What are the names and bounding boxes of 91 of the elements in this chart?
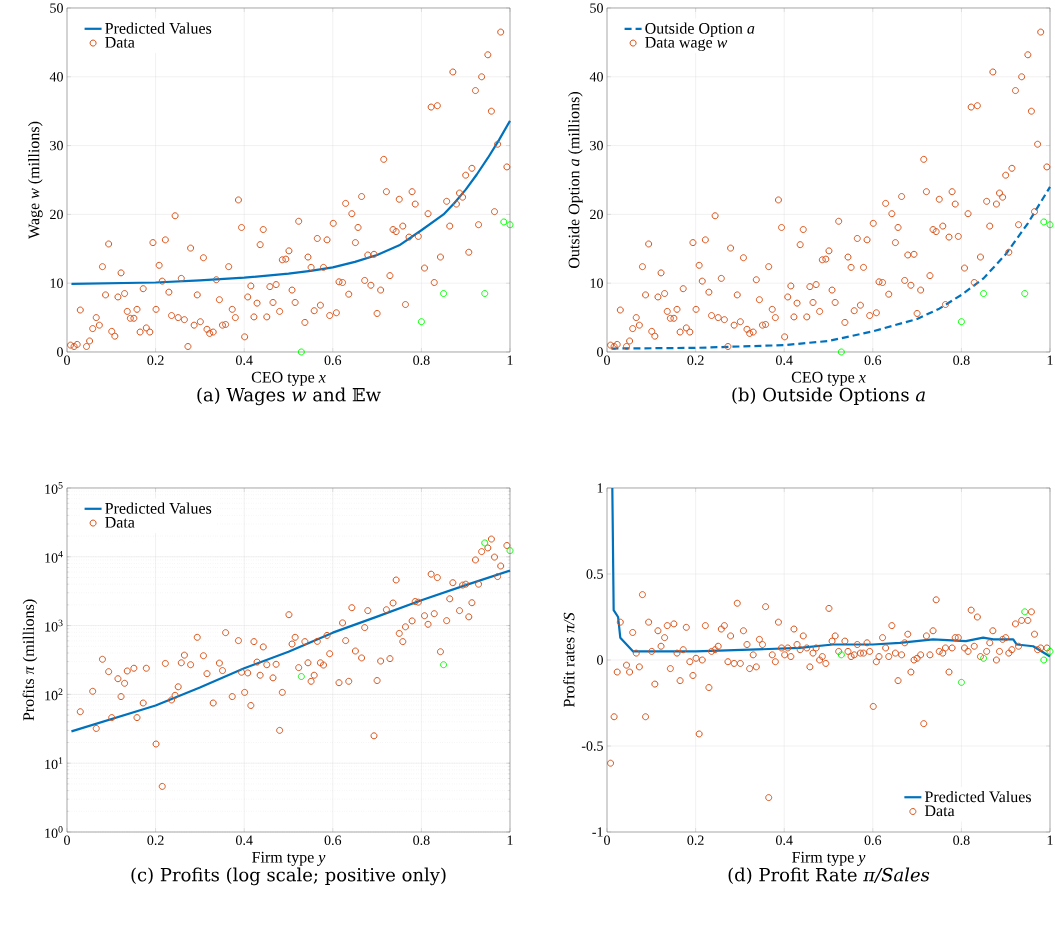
x-tick-label: 0.4 xyxy=(235,355,253,366)
y-tick-label: 10 xyxy=(590,278,603,288)
y-tick-label: 30 xyxy=(50,140,63,151)
legend-label: Outside Option a xyxy=(645,22,755,38)
text: (b) Outside Options a xyxy=(732,387,925,405)
text: (c) Profits (log scale; positive only) xyxy=(131,867,446,886)
y-tick-label: 10$^{2}$ xyxy=(45,688,63,701)
y-tick-label: 0 xyxy=(597,347,603,357)
x-tick-label: 0.6 xyxy=(324,835,342,846)
point xyxy=(957,318,965,326)
point xyxy=(1040,656,1048,664)
x-tick-label: 1 xyxy=(1047,355,1053,365)
y-tick-label: 0 xyxy=(597,655,603,665)
x-tick-label: 0 xyxy=(64,835,70,845)
x-tick-label: 1 xyxy=(507,835,513,845)
x-axis-title: CEO type x xyxy=(791,371,866,386)
point xyxy=(417,318,425,326)
legend-label: Data xyxy=(105,37,135,48)
x-tick-label: 0.8 xyxy=(953,835,970,846)
point xyxy=(297,673,305,681)
legend-label: Data wage w xyxy=(645,37,728,52)
line-series xyxy=(70,569,512,733)
point xyxy=(506,221,514,229)
point xyxy=(837,348,845,356)
y-tick-label: 20 xyxy=(590,209,603,220)
y-tick-label: -0.5 xyxy=(581,741,603,751)
x-axis-title: Firm type y xyxy=(792,851,866,866)
x-tick-label: 0.2 xyxy=(147,355,164,366)
x-tick-label: 0 xyxy=(604,355,610,365)
point xyxy=(957,678,965,686)
x-tick-label: 0.2 xyxy=(687,355,704,366)
legend-label: Predicted Values xyxy=(105,502,212,514)
y-tick-label: 1 xyxy=(597,483,603,493)
y-tick-label: 10$^{5}$ xyxy=(45,482,63,494)
x-tick-label: 1 xyxy=(507,355,513,365)
x-tick-label: 0.8 xyxy=(953,355,970,366)
text: (d) Profit Rate π/Sales xyxy=(728,867,930,885)
x-tick-label: 0.2 xyxy=(147,835,164,846)
x-tick-label: 0.6 xyxy=(324,355,342,366)
y-tick-label: 0.5 xyxy=(586,569,603,579)
line-series xyxy=(610,185,1052,350)
point xyxy=(440,290,448,298)
x-tick-label: 0.6 xyxy=(864,355,882,366)
x-tick-label: 0 xyxy=(604,835,610,845)
x-tick-label: 0.8 xyxy=(413,835,430,846)
y-tick-label: 0 xyxy=(57,347,63,357)
y-axis-title: Wage w (millions) xyxy=(28,121,43,239)
point xyxy=(481,290,489,298)
y-axis-title: Outside Option a (millions) xyxy=(568,92,583,268)
y-tick-label: -1 xyxy=(592,827,603,837)
y-tick-label: 10$^{1}$ xyxy=(45,757,63,770)
point xyxy=(500,218,508,226)
y-tick-label: 50 xyxy=(590,3,603,13)
legend-label: Data xyxy=(924,805,955,817)
point xyxy=(481,539,489,547)
x-tick-label: 0.8 xyxy=(413,355,430,366)
point xyxy=(506,547,514,555)
y-tick-label: 10$^{0}$ xyxy=(45,826,63,838)
point xyxy=(1021,290,1029,298)
point xyxy=(440,661,448,669)
y-tick-label: 10$^{3}$ xyxy=(45,619,63,632)
legend-label: Predicted Values xyxy=(105,22,212,34)
x-tick-label: 0.2 xyxy=(687,835,704,846)
x-tick-label: 0.6 xyxy=(864,835,882,846)
legend-label: Data xyxy=(105,517,135,528)
point xyxy=(1046,221,1054,229)
x-tick-label: 1 xyxy=(1047,835,1053,845)
point xyxy=(1040,218,1048,226)
y-axis-title: Profits π (millions) xyxy=(22,599,38,721)
y-tick-label: 20 xyxy=(50,209,63,220)
legend-label: Predicted Values xyxy=(924,790,1031,803)
y-tick-label: 10$^{4}$ xyxy=(45,550,63,563)
y-tick-label: 10 xyxy=(50,278,63,288)
y-axis-title: Profit rates π/S xyxy=(563,612,575,708)
point xyxy=(837,651,845,659)
x-tick-label: 0.4 xyxy=(775,355,793,366)
x-tick-label: 0.4 xyxy=(235,835,253,846)
x-axis-title: Firm type y xyxy=(252,851,326,866)
point xyxy=(980,654,988,662)
x-tick-label: 0.4 xyxy=(775,835,793,846)
y-tick-label: 40 xyxy=(589,72,603,82)
text: (a) Wages w and 𝔼w xyxy=(197,387,381,406)
x-axis-title: CEO type x xyxy=(251,371,326,386)
y-tick-label: 30 xyxy=(590,140,603,151)
y-tick-label: 50 xyxy=(50,3,63,13)
line-series xyxy=(70,119,512,285)
point xyxy=(1021,608,1029,616)
x-tick-label: 0 xyxy=(64,355,70,365)
point xyxy=(980,290,988,298)
y-tick-label: 40 xyxy=(49,72,63,82)
point xyxy=(297,348,305,356)
